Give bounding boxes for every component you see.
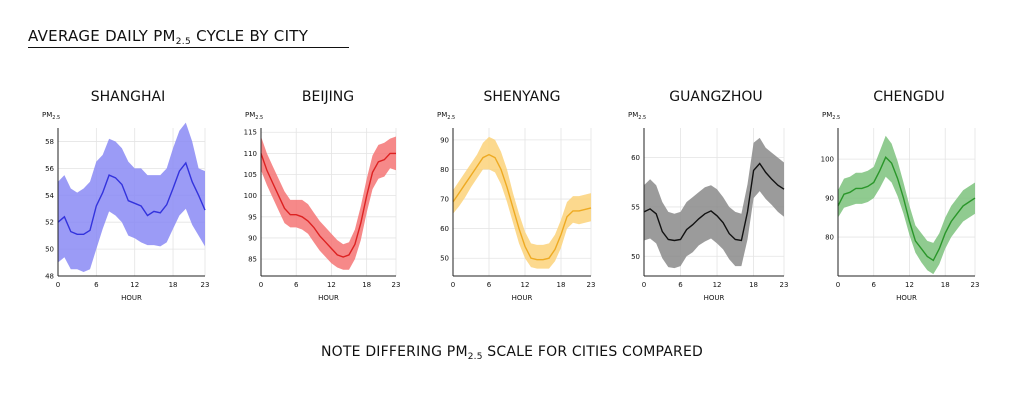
x-tick-label: 18 bbox=[169, 281, 178, 289]
y-axis-label: PM2.5 bbox=[628, 111, 646, 121]
x-tick-label: 6 bbox=[487, 281, 492, 289]
x-tick-label: 12 bbox=[713, 281, 722, 289]
footnote-subscript: 2.5 bbox=[467, 352, 483, 362]
y-axis-label-main: PM bbox=[437, 111, 447, 119]
confidence-band bbox=[58, 122, 205, 272]
y-tick-label: 105 bbox=[244, 171, 257, 179]
y-axis-label: PM2.5 bbox=[245, 111, 263, 121]
title-text: AVERAGE DAILY PM bbox=[28, 27, 176, 45]
y-tick-label: 100 bbox=[821, 156, 834, 164]
y-axis-label: PM2.5 bbox=[822, 111, 840, 121]
y-tick-label: 60 bbox=[631, 154, 640, 162]
x-axis-label: HOUR bbox=[512, 294, 533, 302]
y-tick-label: 54 bbox=[45, 192, 54, 200]
y-tick-label: 70 bbox=[440, 196, 449, 204]
mean-line bbox=[452, 153, 592, 261]
x-axis-label: HOUR bbox=[896, 294, 917, 302]
title-underline bbox=[28, 47, 349, 48]
title-text-rest: CYCLE BY CITY bbox=[191, 27, 309, 45]
y-axis-label-main: PM bbox=[628, 111, 638, 119]
y-tick-label: 48 bbox=[45, 273, 54, 281]
x-axis-label: HOUR bbox=[121, 294, 142, 302]
y-tick-label: 95 bbox=[248, 213, 257, 221]
footnote-text: NOTE DIFFERING PM bbox=[320, 344, 468, 360]
chart-guangzhou: GUANGZHOU PM2.5 50 55 60 0 6 12 18 23 HOUR bbox=[628, 89, 788, 302]
y-tick-label: 52 bbox=[45, 219, 54, 227]
x-tick-label: 23 bbox=[201, 281, 210, 289]
x-tick-label: 23 bbox=[587, 281, 596, 289]
chart-shenyang: SHENYANG PM2.5 50 60 70 80 90 0 6 12 18 23 HOUR bbox=[437, 89, 595, 302]
chart-title: SHANGHAI bbox=[91, 89, 166, 105]
y-tick-label: 50 bbox=[45, 246, 54, 254]
chart-shanghai: SHANGHAI PM2.5 48 50 52 54 56 58 0 6 12 18 23 HOUR bbox=[42, 89, 209, 302]
y-tick-label: 90 bbox=[440, 136, 449, 144]
y-axis-label: PM2.5 bbox=[437, 111, 455, 121]
y-tick-label: 90 bbox=[248, 234, 257, 242]
y-tick-label: 80 bbox=[440, 166, 449, 174]
x-tick-label: 18 bbox=[941, 281, 950, 289]
confidence-band bbox=[453, 136, 591, 269]
y-tick-label: 58 bbox=[45, 138, 54, 146]
mean-line bbox=[57, 161, 206, 236]
x-tick-label: 23 bbox=[971, 281, 980, 289]
x-tick-label: 0 bbox=[836, 281, 840, 289]
footnote-text-rest: SCALE FOR CITIES COMPARED bbox=[482, 344, 704, 360]
y-axis-label-sub: 2.5 bbox=[447, 115, 455, 121]
chart-chengdu: CHENGDU PM2.5 80 90 100 0 6 12 18 23 HOUR bbox=[821, 89, 980, 302]
chart-title: GUANGZHOU bbox=[669, 89, 762, 105]
x-tick-label: 23 bbox=[780, 281, 789, 289]
y-axis-label-sub: 2.5 bbox=[832, 115, 840, 121]
y-axis-label-main: PM bbox=[245, 111, 255, 119]
x-tick-label: 0 bbox=[259, 281, 263, 289]
x-tick-label: 6 bbox=[678, 281, 683, 289]
x-tick-label: 12 bbox=[327, 281, 336, 289]
y-axis-label-sub: 2.5 bbox=[52, 115, 60, 121]
x-tick-label: 12 bbox=[130, 281, 139, 289]
x-tick-label: 0 bbox=[451, 281, 455, 289]
x-tick-label: 6 bbox=[294, 281, 299, 289]
y-axis-label-main: PM bbox=[822, 111, 832, 119]
chart-title: BEIJING bbox=[302, 89, 354, 105]
x-tick-label: 0 bbox=[642, 281, 646, 289]
y-axis-label: PM2.5 bbox=[42, 111, 60, 121]
x-tick-label: 23 bbox=[392, 281, 401, 289]
y-tick-label: 90 bbox=[825, 195, 834, 203]
y-tick-label: 60 bbox=[440, 225, 449, 233]
y-tick-label: 100 bbox=[244, 192, 257, 200]
confidence-band bbox=[261, 136, 396, 270]
x-axis-label: HOUR bbox=[704, 294, 725, 302]
x-tick-label: 6 bbox=[872, 281, 877, 289]
title-subscript: 2.5 bbox=[175, 37, 191, 47]
x-tick-label: 6 bbox=[94, 281, 99, 289]
footnote: NOTE DIFFERING PM2.5 SCALE FOR CITIES CO… bbox=[0, 344, 1024, 362]
x-tick-label: 12 bbox=[905, 281, 914, 289]
y-tick-label: 50 bbox=[440, 255, 449, 263]
chart-beijing: BEIJING PM2.5 85 90 95 100 105 110 115 0 6 12 18 23 HO… bbox=[244, 89, 401, 302]
x-tick-label: 12 bbox=[521, 281, 530, 289]
y-axis-label-main: PM bbox=[42, 111, 52, 119]
y-tick-label: 115 bbox=[244, 129, 257, 137]
x-tick-label: 18 bbox=[749, 281, 758, 289]
chart-title: CHENGDU bbox=[873, 89, 945, 105]
mean-line bbox=[837, 155, 976, 262]
x-axis-label: HOUR bbox=[318, 294, 339, 302]
x-tick-label: 18 bbox=[557, 281, 566, 289]
y-axis-label-sub: 2.5 bbox=[638, 115, 646, 121]
mean-line bbox=[643, 162, 785, 242]
mean-line bbox=[260, 152, 396, 258]
y-tick-label: 110 bbox=[244, 150, 257, 158]
y-tick-label: 55 bbox=[631, 203, 640, 211]
y-axis-label-sub: 2.5 bbox=[255, 115, 263, 121]
y-tick-label: 50 bbox=[631, 253, 640, 261]
confidence-band bbox=[644, 137, 784, 269]
x-tick-label: 0 bbox=[56, 281, 60, 289]
page-title: AVERAGE DAILY PM2.5 CYCLE BY CITY bbox=[28, 27, 308, 47]
confidence-band bbox=[838, 135, 975, 275]
y-tick-label: 56 bbox=[45, 165, 54, 173]
y-tick-label: 85 bbox=[248, 256, 257, 264]
chart-title: SHENYANG bbox=[483, 89, 560, 105]
y-tick-label: 80 bbox=[825, 234, 834, 242]
x-tick-label: 18 bbox=[362, 281, 371, 289]
